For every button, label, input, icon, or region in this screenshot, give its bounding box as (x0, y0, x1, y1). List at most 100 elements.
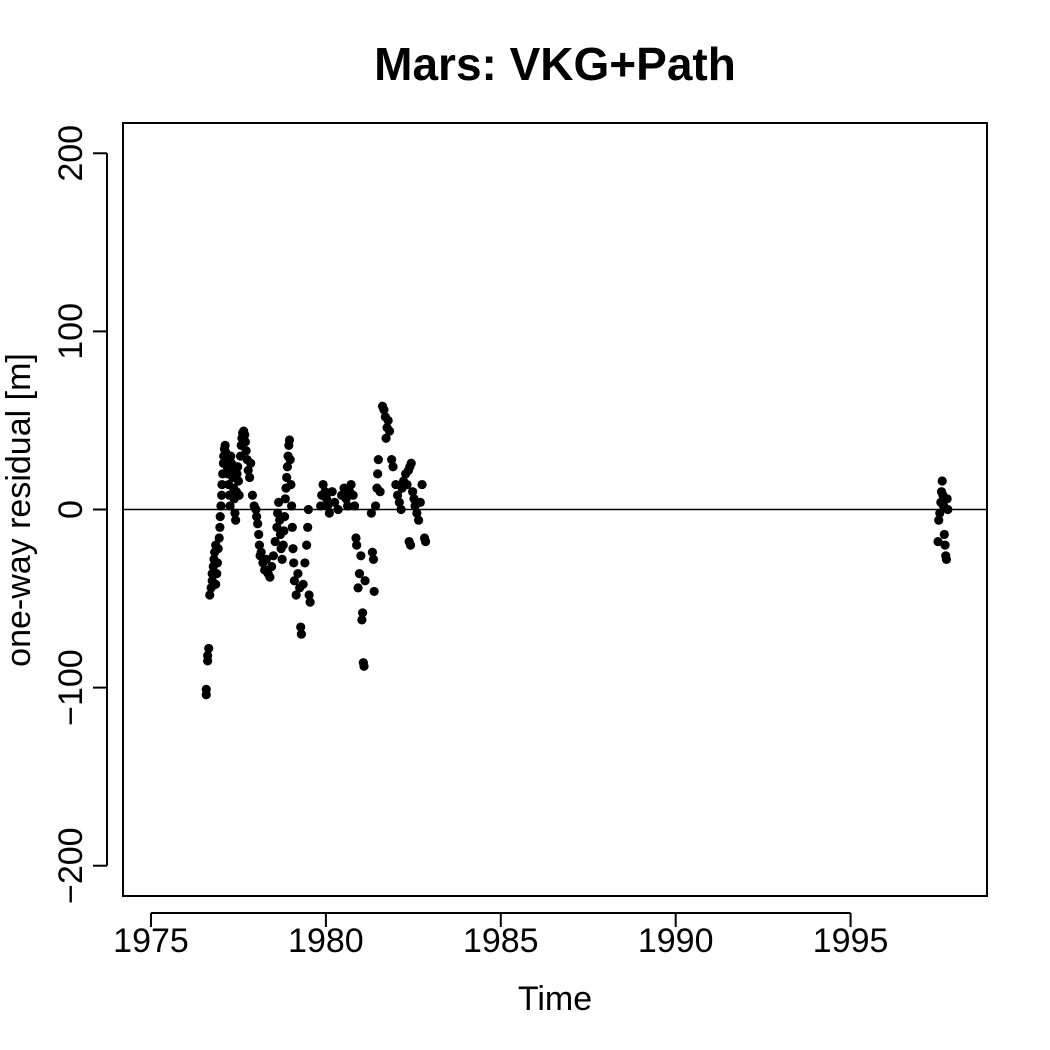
data-point (413, 515, 424, 525)
y-tick-label: −100 (52, 649, 90, 726)
data-point (282, 472, 292, 483)
data-point (939, 529, 949, 540)
data-point (287, 501, 297, 511)
data-point (369, 586, 379, 597)
data-point (937, 476, 947, 486)
data-point (302, 540, 312, 550)
data-point (277, 554, 287, 564)
data-point (318, 479, 328, 490)
data-point (934, 515, 944, 525)
data-point (327, 487, 337, 497)
data-point (358, 608, 368, 618)
data-point (387, 455, 397, 465)
data-point (324, 508, 334, 518)
data-point (268, 551, 279, 561)
data-point (940, 540, 950, 550)
data-point (253, 519, 263, 529)
data-point (203, 650, 213, 661)
data-point (402, 479, 412, 490)
data-point (212, 569, 222, 579)
x-tick-label: 1980 (288, 922, 364, 960)
data-point (368, 554, 379, 564)
data-point (280, 494, 290, 504)
data-point (333, 504, 343, 515)
data-point (303, 504, 313, 515)
data-point (214, 533, 224, 543)
data-point (282, 462, 293, 472)
data-point (240, 430, 250, 440)
plot-area (123, 401, 987, 700)
data-point (289, 558, 299, 568)
data-point (383, 415, 393, 426)
data-point (246, 458, 256, 468)
data-point (943, 504, 953, 515)
data-point (287, 522, 297, 532)
x-axis: 1975 1980 1985 1990 1995 (113, 912, 889, 960)
data-point (286, 479, 296, 490)
data-point (379, 405, 389, 415)
data-point (381, 433, 391, 443)
data-point (226, 451, 236, 461)
y-axis: −200 −100 0 100 200 (52, 125, 108, 904)
data-point (373, 469, 383, 479)
data-point (300, 558, 310, 568)
data-point (272, 522, 282, 532)
data-point (420, 536, 431, 547)
data-point (351, 533, 361, 543)
data-point (359, 661, 369, 671)
data-point (233, 476, 244, 486)
data-point (291, 590, 301, 600)
data-point (205, 590, 215, 600)
data-point (406, 458, 416, 468)
data-point (412, 508, 422, 518)
y-tick-label: 100 (52, 303, 90, 360)
data-point (405, 540, 416, 550)
data-point (384, 426, 395, 436)
data-point (232, 469, 242, 479)
data-point (357, 615, 367, 625)
data-point (252, 512, 262, 522)
data-point (247, 490, 258, 500)
data-point (349, 501, 360, 511)
data-point (267, 561, 277, 572)
data-point (216, 501, 226, 511)
data-point (392, 490, 403, 500)
data-point (296, 622, 306, 632)
data-point (296, 629, 306, 639)
data-point (217, 479, 227, 490)
y-axis-label: one-way residual [m] (0, 353, 38, 667)
chart-title: Mars: VKG+Path (374, 38, 736, 90)
data-point (348, 490, 358, 500)
data-point (360, 576, 370, 586)
data-point (396, 504, 406, 515)
data-point (356, 551, 366, 561)
data-point (935, 508, 945, 518)
data-point (375, 487, 385, 497)
data-point (346, 479, 356, 490)
data-point (288, 544, 298, 554)
data-point (254, 540, 265, 550)
data-point (408, 487, 418, 497)
data-point (220, 440, 230, 450)
data-point (320, 487, 330, 497)
x-tick-label: 1995 (813, 922, 889, 960)
data-point (941, 554, 952, 564)
x-tick-label: 1975 (113, 922, 189, 960)
data-point (316, 501, 326, 511)
data-point (304, 590, 314, 600)
data-point (278, 540, 288, 550)
x-tick-label: 1990 (638, 922, 714, 960)
data-point (284, 435, 295, 445)
y-tick-label: 0 (52, 500, 90, 519)
data-point (285, 455, 295, 465)
data-point (240, 437, 251, 447)
data-point (212, 558, 223, 568)
data-point (230, 508, 240, 518)
data-point (341, 494, 351, 504)
data-point (388, 462, 398, 472)
data-point (233, 462, 243, 472)
data-point (352, 540, 362, 550)
data-point (321, 494, 332, 504)
data-point (370, 501, 381, 511)
